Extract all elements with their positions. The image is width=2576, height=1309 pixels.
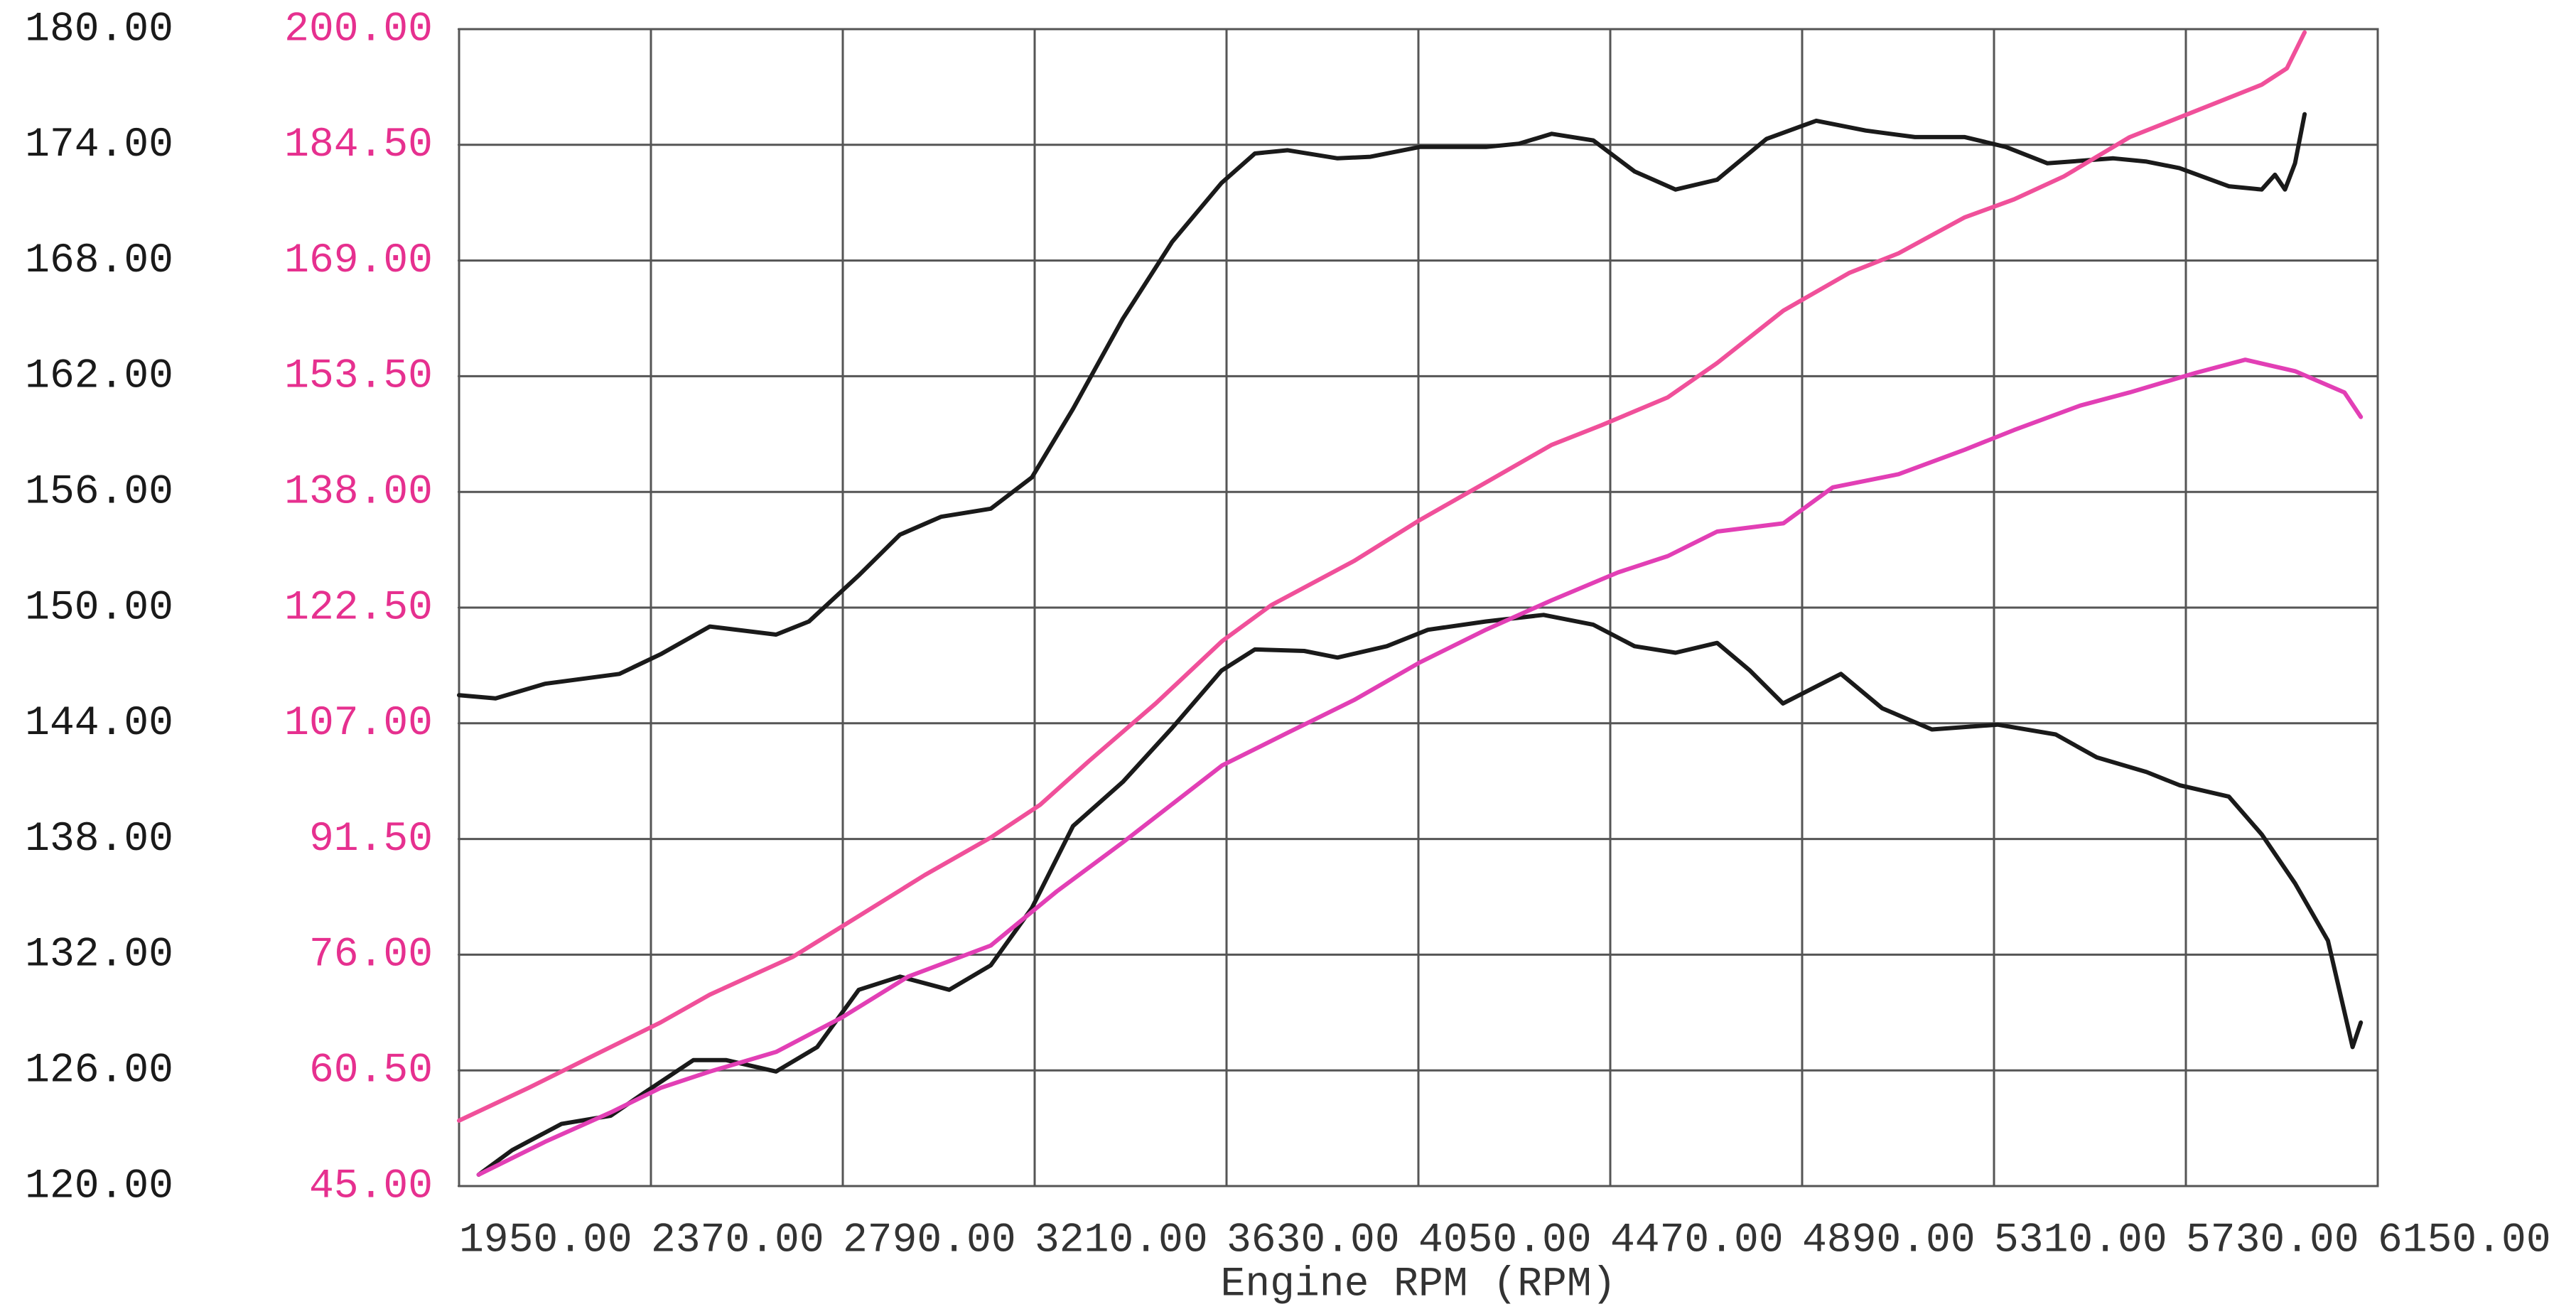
y-tick-label: 126.00 — [25, 1048, 173, 1094]
y-tick-label: 132.00 — [25, 932, 173, 979]
data-line — [457, 30, 2307, 1123]
x-tick-label: 2790.00 — [843, 1217, 1016, 1264]
y-tick-label: 168.00 — [25, 238, 173, 284]
x-tick-label: 4470.00 — [1610, 1217, 1784, 1264]
x-tick-label: 5310.00 — [1994, 1217, 2167, 1264]
data-line — [476, 357, 2364, 1177]
y-tick-label: 138.00 — [25, 817, 173, 863]
y-tick-label: 180.00 — [25, 6, 173, 53]
y2-tick-label: 169.00 — [284, 238, 433, 284]
x-tick-label: 5730.00 — [2186, 1217, 2359, 1264]
y-tick-label: 156.00 — [25, 470, 173, 516]
x-tick-label: 3630.00 — [1227, 1217, 1400, 1264]
x-tick-label: 2370.00 — [651, 1217, 824, 1264]
y2-tick-label: 153.50 — [284, 354, 433, 400]
y2-tick-label: 91.50 — [309, 817, 433, 863]
y2-tick-label: 45.00 — [309, 1163, 433, 1210]
y-tick-label: 174.00 — [25, 122, 173, 168]
data-line — [457, 112, 2307, 701]
y2-tick-label: 184.50 — [284, 122, 433, 168]
y-tick-label: 150.00 — [25, 585, 173, 631]
x-tick-label: 4050.00 — [1418, 1217, 1592, 1264]
x-tick-label: 1950.00 — [459, 1217, 632, 1264]
y2-tick-label: 60.50 — [309, 1048, 433, 1094]
y2-tick-label: 138.00 — [284, 470, 433, 516]
y-tick-label: 162.00 — [25, 354, 173, 400]
x-tick-label: 4890.00 — [1802, 1217, 1976, 1264]
y2-tick-label: 200.00 — [284, 6, 433, 53]
x-tick-label: 6150.00 — [2378, 1217, 2551, 1264]
data-line — [476, 613, 2364, 1177]
x-axis-title: Engine RPM (RPM) — [1221, 1261, 1617, 1308]
x-tick-label: 3210.00 — [1035, 1217, 1208, 1264]
y2-tick-label: 76.00 — [309, 932, 433, 979]
y2-tick-label: 122.50 — [284, 585, 433, 631]
y-tick-label: 144.00 — [25, 701, 173, 747]
y2-tick-label: 107.00 — [284, 701, 433, 747]
y-tick-label: 120.00 — [25, 1163, 173, 1210]
